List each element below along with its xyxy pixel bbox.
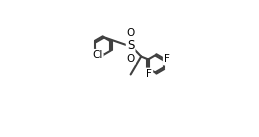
Text: O: O	[126, 54, 135, 64]
Text: F: F	[146, 69, 152, 79]
Text: F: F	[164, 54, 170, 64]
Text: Cl: Cl	[92, 50, 103, 60]
Text: O: O	[126, 28, 135, 38]
Text: S: S	[127, 39, 134, 52]
